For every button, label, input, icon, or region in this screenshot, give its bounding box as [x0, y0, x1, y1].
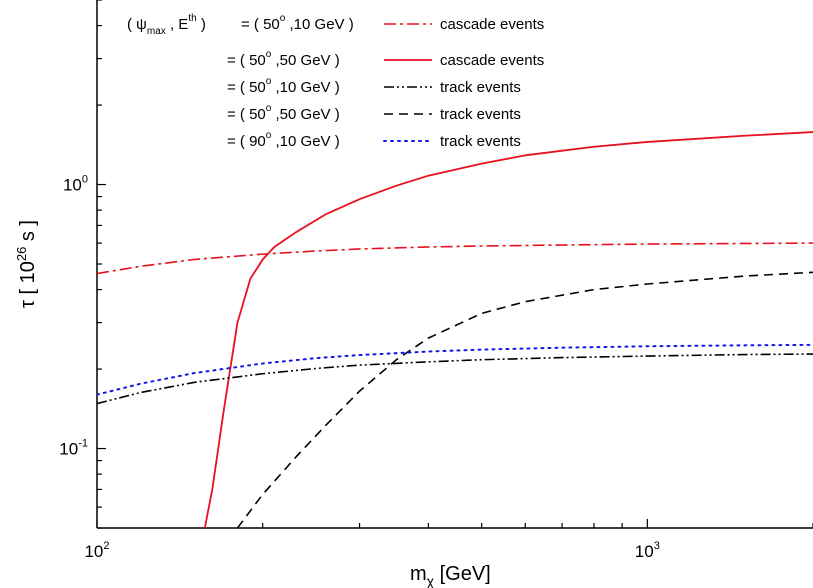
legend-label-1: = ( 50o ,10 GeV ) — [241, 13, 354, 33]
series-group — [97, 131, 813, 528]
axis-labels: 102 103 100 10-1 mχ [GeV] τ [ 1026 s ] — [14, 174, 660, 588]
legend-series-name-2: cascade events — [440, 52, 544, 69]
legend-header: ( ψmax , Eth ) — [127, 13, 206, 37]
legend-series-name-3: track events — [440, 79, 521, 96]
legend-series-name-1: cascade events — [440, 16, 544, 33]
legend: ( ψmax , Eth ) = ( 50o ,10 GeV ) cascade e… — [127, 13, 544, 150]
legend-label-3: = ( 50o ,10 GeV ) — [227, 76, 340, 96]
legend-series-name-4: track events — [440, 106, 521, 123]
legend-label-5: = ( 90o ,10 GeV ) — [227, 130, 340, 150]
axes-frame — [96, 0, 813, 529]
series-line-4 — [236, 271, 813, 528]
series-line-1 — [97, 242, 813, 275]
y-tick-label: 100 — [63, 174, 88, 195]
series-line-3 — [97, 353, 813, 405]
legend-label-4: = ( 50o ,50 GeV ) — [227, 103, 340, 123]
series-line-5 — [97, 343, 813, 396]
series-line-2 — [203, 131, 813, 528]
legend-series-name-5: track events — [440, 133, 521, 150]
x-tick-label: 102 — [84, 540, 109, 561]
x-tick-label: 103 — [635, 540, 660, 561]
legend-label-2: = ( 50o ,50 GeV ) — [227, 49, 340, 69]
y-axis-title: τ [ 1026 s ] — [14, 220, 39, 308]
x-axis-title: mχ [GeV] — [410, 563, 491, 588]
y-tick-label: 10-1 — [59, 438, 88, 459]
